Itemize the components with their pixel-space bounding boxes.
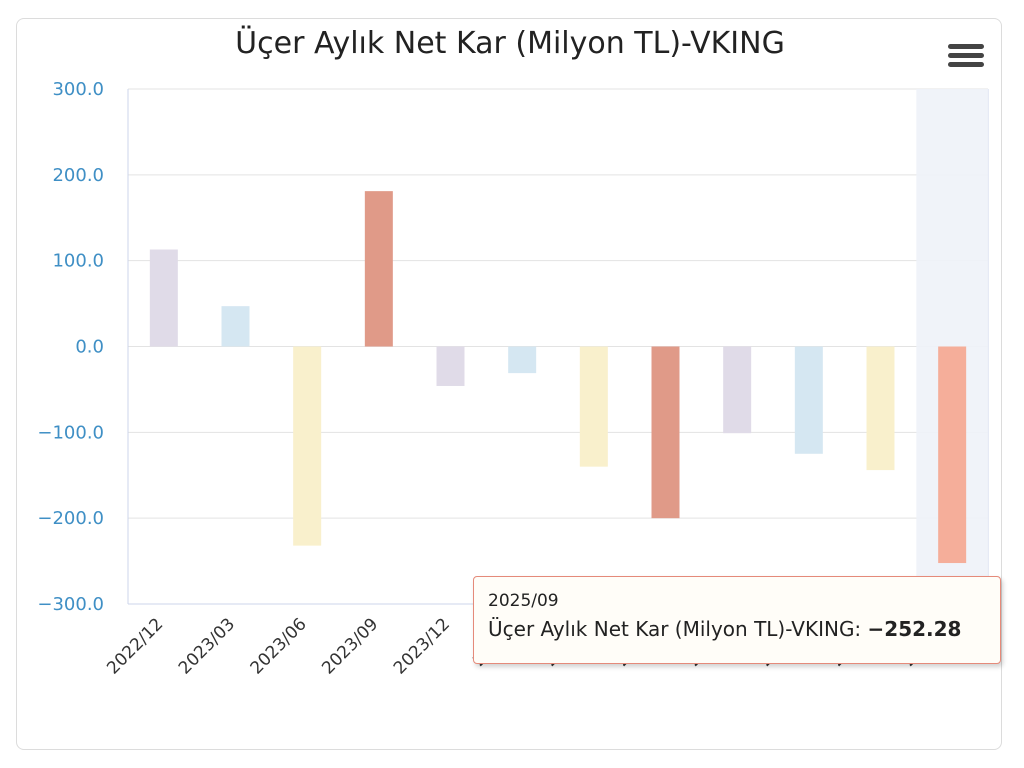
y-tick-label: 300.0 [52,79,104,100]
y-tick-label: −300.0 [37,594,104,615]
y-axis-labels: 300.0 200.0 100.0 0.0 −100.0 −200.0 −300.0 [37,79,104,615]
y-tick-label: 200.0 [52,165,104,186]
hamburger-menu-icon[interactable] [948,44,984,74]
y-tick-label: −200.0 [37,508,104,529]
y-tick-label: 0.0 [75,337,104,358]
bar-2024/12[interactable] [723,346,752,434]
bar-2025/03[interactable] [794,346,823,454]
tooltip: 2025/09 Üçer Aylık Net Kar (Milyon TL)-V… [473,576,1001,664]
x-tick-label: 2023/03 [175,614,239,678]
x-tick-label: 2023/06 [247,614,311,678]
bar-2023/03[interactable] [221,306,250,347]
bar-2023/12[interactable] [436,346,465,386]
y-tick-label: −100.0 [37,422,104,443]
tooltip-line: Üçer Aylık Net Kar (Milyon TL)-VKING: −2… [488,617,988,641]
tooltip-date: 2025/09 [488,591,559,611]
bar-2024/09[interactable] [651,346,680,519]
x-tick-label: 2022/12 [103,614,167,678]
bar-2024/06[interactable] [579,346,608,467]
bar-2024/03[interactable] [508,346,537,374]
y-tick-label: 100.0 [52,251,104,272]
bar-2023/06[interactable] [293,346,322,546]
tooltip-value: −252.28 [867,617,962,641]
chart-title: Üçer Aylık Net Kar (Milyon TL)-VKING [235,26,785,61]
bar-2023/09[interactable] [364,191,393,347]
bars [149,191,967,564]
bar-2022/12[interactable] [149,249,178,347]
bar-2025/06[interactable] [866,346,895,471]
tooltip-series-label: Üçer Aylık Net Kar (Milyon TL)-VKING: [488,617,868,641]
gridlines [127,88,989,605]
bar-2025/09[interactable] [938,346,967,564]
x-tick-label: 2023/09 [318,614,382,678]
x-tick-label: 2023/12 [390,614,454,678]
